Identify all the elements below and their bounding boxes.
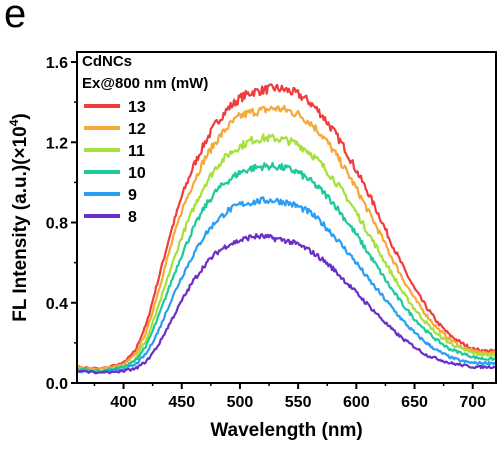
series-line-12 bbox=[76, 104, 497, 371]
y-axis-label-close: ) bbox=[10, 113, 31, 119]
legend-title-cdncs: CdNCs bbox=[82, 53, 132, 70]
legend-label-12: 12 bbox=[128, 121, 146, 138]
x-tick-label-400: 400 bbox=[110, 394, 137, 411]
series-line-8 bbox=[76, 233, 497, 375]
plot-frame bbox=[76, 51, 497, 384]
y-tick-label-0.4: 0.4 bbox=[46, 296, 68, 313]
series-layer bbox=[76, 83, 497, 375]
y-tick-label-0: 0.0 bbox=[46, 376, 68, 393]
x-tick-label-650: 650 bbox=[401, 394, 428, 411]
panel-label: e bbox=[4, 0, 27, 36]
x-tick-label-550: 550 bbox=[285, 394, 312, 411]
x-tick-label-500: 500 bbox=[227, 394, 254, 411]
legend-title-excitation: Ex@800 nm (mW) bbox=[82, 75, 208, 92]
x-axis-label: Wavelength (nm) bbox=[210, 420, 362, 441]
legend-label-10: 10 bbox=[128, 165, 146, 182]
series-line-13 bbox=[76, 83, 497, 370]
x-tick-label-700: 700 bbox=[459, 394, 486, 411]
y-axis-label-main: FL Intensity (a.u.)(×10 bbox=[10, 126, 31, 322]
ticks-layer: 400 450 500 550 600 650 700 0.0 0.4 0.8 1.2 1.6 bbox=[46, 55, 486, 411]
x-tick-label-450: 450 bbox=[168, 394, 195, 411]
series-line-10 bbox=[76, 161, 497, 373]
x-tick-label-600: 600 bbox=[343, 394, 370, 411]
legend: CdNCs Ex@800 nm (mW) 13 12 11 10 9 8 bbox=[82, 53, 208, 226]
legend-label-8: 8 bbox=[128, 209, 137, 226]
legend-label-13: 13 bbox=[128, 99, 146, 116]
y-axis-label: FL Intensity (a.u.)(×104) bbox=[7, 113, 31, 322]
series-line-9 bbox=[76, 196, 497, 375]
y-tick-label-1.6: 1.6 bbox=[46, 55, 68, 72]
series-line-11 bbox=[76, 133, 497, 373]
legend-label-9: 9 bbox=[128, 187, 137, 204]
y-tick-label-1.2: 1.2 bbox=[46, 135, 68, 152]
y-axis-label-superscript: 4 bbox=[7, 119, 21, 126]
legend-label-11: 11 bbox=[128, 143, 145, 160]
y-tick-label-0.8: 0.8 bbox=[46, 216, 68, 233]
